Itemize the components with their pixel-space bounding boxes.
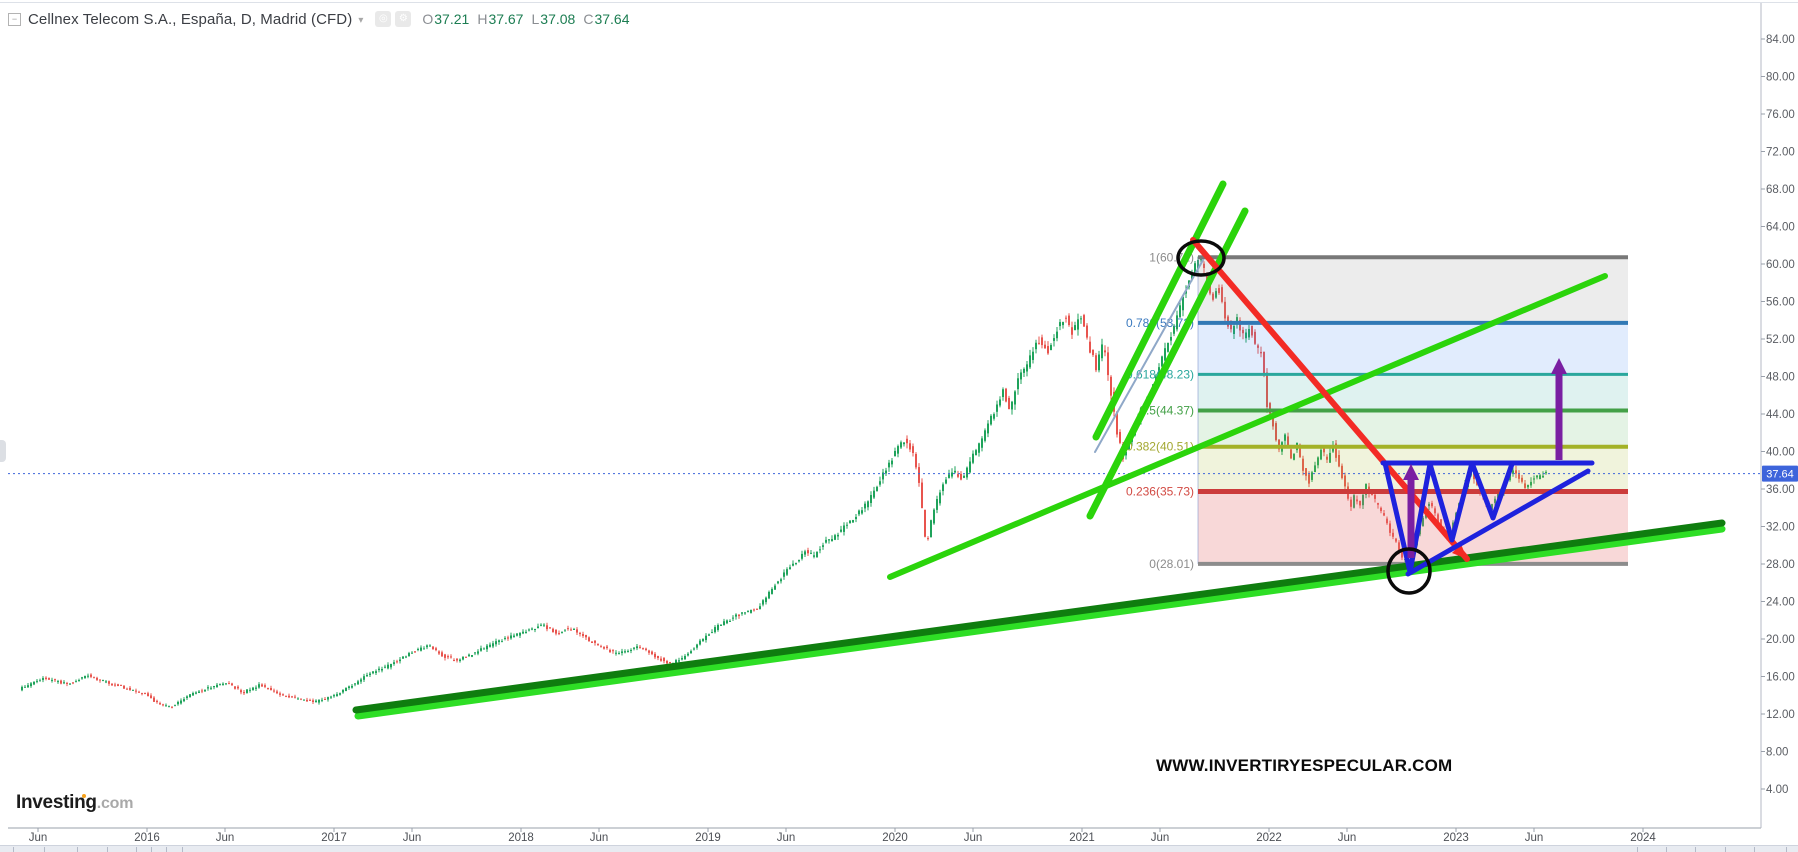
logo-com-suffix: .com <box>96 795 134 812</box>
time-axis[interactable]: Jun 2016 Jun 2017 Jun 2018 Jun 2019 Jun 2020 Jun 20… <box>8 827 1761 844</box>
timeline-tick <box>151 847 152 852</box>
black-circle-marker <box>1386 547 1432 595</box>
svg-text:Jun: Jun <box>216 832 235 844</box>
svg-text:Jun: Jun <box>964 832 983 844</box>
svg-text:2021: 2021 <box>1069 832 1095 844</box>
current-price-tag: 37.64 <box>1762 465 1798 482</box>
svg-text:84.00: 84.00 <box>1766 34 1795 46</box>
svg-text:28.00: 28.00 <box>1766 559 1795 571</box>
svg-text:2022: 2022 <box>1256 832 1282 844</box>
svg-text:Jun: Jun <box>403 832 422 844</box>
purple-up-arrow <box>1551 358 1567 374</box>
open-label: O <box>422 11 434 27</box>
svg-text:2016: 2016 <box>134 832 160 844</box>
fib-zone <box>1198 410 1628 447</box>
timeline-tick <box>182 847 183 852</box>
timeline-tick <box>166 847 167 852</box>
high-value: 37.67 <box>488 11 524 27</box>
timeline-tick <box>1695 847 1696 852</box>
svg-text:Jun: Jun <box>29 832 48 844</box>
timeline-tick <box>1637 847 1638 852</box>
svg-text:2023: 2023 <box>1443 832 1469 844</box>
svg-text:4.00: 4.00 <box>1766 784 1788 796</box>
svg-text:72.00: 72.00 <box>1766 147 1795 159</box>
chevron-down-icon[interactable]: ▾ <box>358 15 364 26</box>
svg-text:64.00: 64.00 <box>1766 222 1795 234</box>
svg-text:2019: 2019 <box>695 832 721 844</box>
svg-text:52.00: 52.00 <box>1766 334 1795 346</box>
low-label: L <box>531 11 540 27</box>
fib-zone <box>1198 374 1628 411</box>
high-label: H <box>477 11 488 27</box>
symbol-title[interactable]: Cellnex Telecom S.A., España, D, Madrid … <box>28 10 353 28</box>
low-value: 37.08 <box>540 11 576 27</box>
chart-header: − Cellnex Telecom S.A., España, D, Madri… <box>8 9 630 29</box>
svg-text:Jun: Jun <box>1338 832 1357 844</box>
timeline-tick <box>77 847 78 852</box>
settings-gear-icon[interactable]: ⚙ <box>395 11 412 27</box>
price-axis[interactable]: 84.00 80.00 76.00 72.00 68.00 64.00 60.00 56.00… <box>1760 3 1795 828</box>
svg-text:2017: 2017 <box>321 832 347 844</box>
side-panel-handle[interactable] <box>0 440 6 462</box>
svg-text:Jun: Jun <box>777 832 796 844</box>
svg-text:32.00: 32.00 <box>1766 522 1795 534</box>
svg-text:56.00: 56.00 <box>1766 297 1795 309</box>
svg-text:Jun: Jun <box>590 832 609 844</box>
svg-text:2024: 2024 <box>1630 832 1656 844</box>
svg-text:76.00: 76.00 <box>1766 109 1795 121</box>
fib-zone <box>1198 322 1628 375</box>
svg-text:68.00: 68.00 <box>1766 184 1795 196</box>
svg-text:44.00: 44.00 <box>1766 409 1795 421</box>
black-circle-marker <box>1176 239 1226 277</box>
svg-text:8.00: 8.00 <box>1766 747 1788 759</box>
window-top-border <box>0 2 1798 3</box>
svg-text:0.5(44.37): 0.5(44.37) <box>1139 404 1194 418</box>
fib-zone <box>1198 257 1628 323</box>
timeline-tick <box>107 847 108 852</box>
svg-text:Jun: Jun <box>1525 832 1544 844</box>
bottom-toolbar-strip[interactable] <box>0 845 1798 852</box>
logo-orange-dot-icon <box>82 794 86 798</box>
svg-text:80.00: 80.00 <box>1766 72 1795 84</box>
svg-text:37.64: 37.64 <box>1766 469 1794 481</box>
open-value: 37.21 <box>434 11 470 27</box>
drawn-annotations <box>352 180 1726 720</box>
svg-text:12.00: 12.00 <box>1766 709 1795 721</box>
timeline-tick <box>1754 847 1755 852</box>
svg-text:2020: 2020 <box>882 832 908 844</box>
svg-text:0(28.01): 0(28.01) <box>1149 557 1194 571</box>
snapshot-icon[interactable]: ◎ <box>375 11 392 27</box>
svg-text:16.00: 16.00 <box>1766 672 1795 684</box>
close-label: C <box>583 11 594 27</box>
close-value: 37.64 <box>594 11 630 27</box>
svg-text:0.236(35.73): 0.236(35.73) <box>1126 485 1194 499</box>
svg-text:48.00: 48.00 <box>1766 372 1795 384</box>
svg-text:0.382(40.51): 0.382(40.51) <box>1126 440 1194 454</box>
logo-wordmark: Investing <box>16 792 97 813</box>
svg-text:24.00: 24.00 <box>1766 597 1795 609</box>
timeline-tick <box>1666 847 1667 852</box>
ohlc-readout: O 37.21 H 37.67 L 37.08 C 37.64 <box>422 11 629 27</box>
collapse-window-icon[interactable]: − <box>8 12 21 26</box>
timeline-tick <box>44 847 45 852</box>
timeline-tick <box>1725 847 1726 852</box>
svg-text:40.00: 40.00 <box>1766 447 1795 459</box>
investing-logo: Investing.com <box>16 792 133 814</box>
svg-text:36.00: 36.00 <box>1766 484 1795 496</box>
purple-up-arrow <box>1403 464 1419 480</box>
svg-text:60.00: 60.00 <box>1766 259 1795 271</box>
watermark-text: WWW.INVERTIRYESPECULAR.COM <box>1156 756 1453 775</box>
svg-text:2018: 2018 <box>508 832 534 844</box>
timeline-tick <box>1786 847 1787 852</box>
svg-text:Jun: Jun <box>1151 832 1170 844</box>
timeline-tick <box>13 847 14 852</box>
svg-text:20.00: 20.00 <box>1766 634 1795 646</box>
timeline-tick <box>136 847 137 852</box>
svg-text:0.786(53.72): 0.786(53.72) <box>1126 316 1194 330</box>
